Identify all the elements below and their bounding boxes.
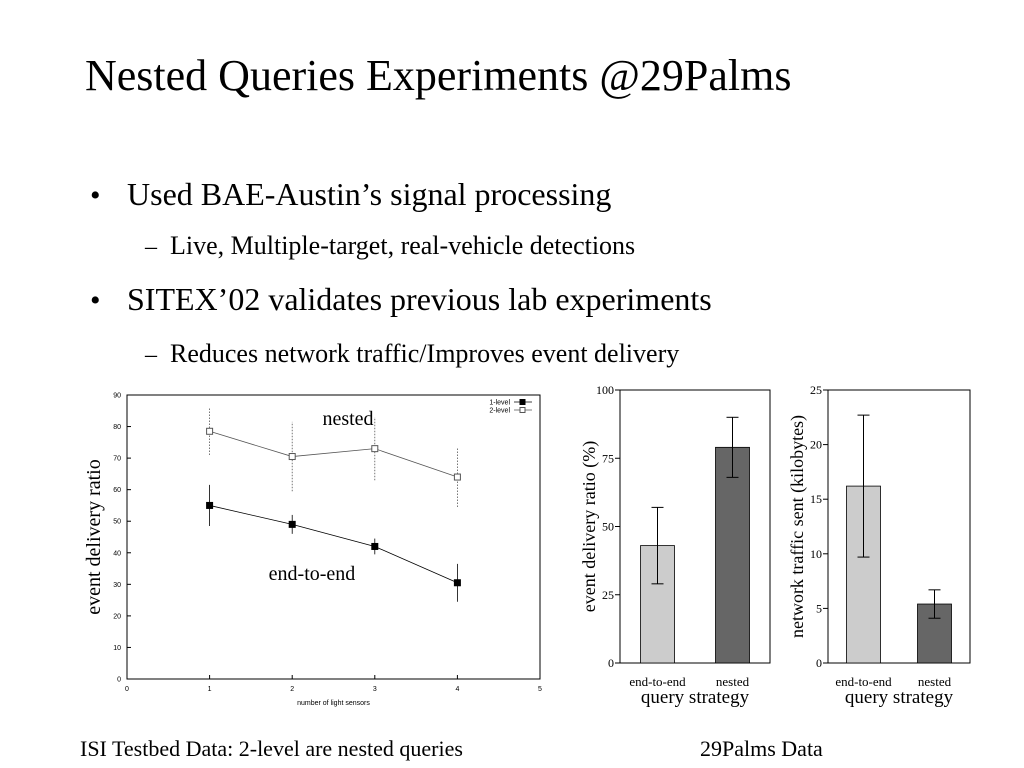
sub-dash: –	[144, 342, 158, 368]
marker	[288, 453, 296, 461]
x-tick-label: nested	[918, 674, 952, 689]
legend-marker	[519, 407, 526, 413]
y-tick-label: 70	[113, 456, 121, 463]
x-axis-label: query strategy	[641, 687, 750, 708]
x-tick-label: 2	[290, 686, 294, 693]
marker	[288, 520, 296, 528]
y-tick-label: 25	[602, 588, 614, 602]
y-tick-label: 10	[113, 645, 121, 652]
annotation: end-to-end	[269, 563, 356, 585]
x-axis-label: query strategy	[845, 687, 954, 708]
annotation: nested	[322, 408, 373, 430]
series-line	[209, 430, 458, 478]
marker	[371, 542, 379, 550]
bullet-dot: •	[90, 179, 101, 212]
y-tick-label: 10	[810, 547, 822, 561]
x-tick-label: 5	[538, 686, 542, 693]
y-tick-label: 0	[117, 677, 121, 684]
x-tick-label: nested	[716, 674, 750, 689]
x-tick-label: 3	[373, 686, 377, 693]
legend-label: 2-level	[489, 408, 510, 415]
y-tick-label: 80	[113, 424, 121, 431]
y-tick-label: 0	[816, 656, 822, 670]
y-tick-label: 25	[810, 383, 822, 397]
y-tick-label: 20	[810, 438, 822, 452]
y-tick-label: 15	[810, 492, 822, 506]
x-tick-label: end-to-end	[629, 674, 686, 689]
bullet-dot: •	[90, 284, 101, 317]
marker	[206, 501, 214, 509]
caption: 29Palms Data	[700, 736, 823, 761]
series-line	[209, 505, 458, 584]
y-tick-label: 60	[113, 487, 121, 494]
y-axis-label: event delivery ratio (%)	[579, 441, 600, 612]
y-tick-label: 20	[113, 613, 121, 620]
marker	[206, 427, 214, 435]
x-tick-label: 0	[125, 686, 129, 693]
caption: ISI Testbed Data: 2-level are nested que…	[80, 736, 463, 761]
plot-frame	[827, 389, 971, 664]
y-tick-label: 0	[608, 656, 614, 670]
y-tick-label: 5	[816, 601, 822, 615]
y-tick-label: 50	[113, 519, 121, 526]
y-axis-label: event delivery ratio	[83, 459, 105, 615]
y-tick-label: 40	[113, 550, 121, 557]
bar	[715, 446, 750, 664]
bullet: Used BAE-Austin’s signal processing	[127, 176, 611, 212]
x-tick-label: 4	[455, 686, 459, 693]
y-tick-label: 75	[602, 451, 614, 465]
y-tick-label: 100	[596, 383, 614, 397]
y-axis-label: network traffic sent (kilobytes)	[787, 415, 808, 638]
x-axis-label: number of light sensors	[297, 700, 370, 707]
sub-dash: –	[144, 234, 158, 260]
legend-label: 1-level	[489, 400, 510, 407]
slide-title: Nested Queries Experiments @29Palms	[85, 51, 792, 100]
x-tick-label: end-to-end	[835, 674, 892, 689]
marker	[371, 445, 379, 453]
bullet: SITEX’02 validates previous lab experime…	[127, 281, 712, 317]
x-tick-label: 1	[208, 686, 212, 693]
sub-bullet: Live, Multiple-target, real-vehicle dete…	[170, 231, 635, 260]
marker	[453, 579, 461, 587]
sub-bullet: Reduces network traffic/Improves event d…	[170, 339, 679, 368]
plot-frame	[126, 394, 541, 680]
y-tick-label: 30	[113, 582, 121, 589]
legend-marker	[519, 399, 526, 405]
marker	[453, 473, 461, 481]
y-tick-label: 50	[602, 520, 614, 534]
y-tick-label: 90	[113, 393, 121, 400]
